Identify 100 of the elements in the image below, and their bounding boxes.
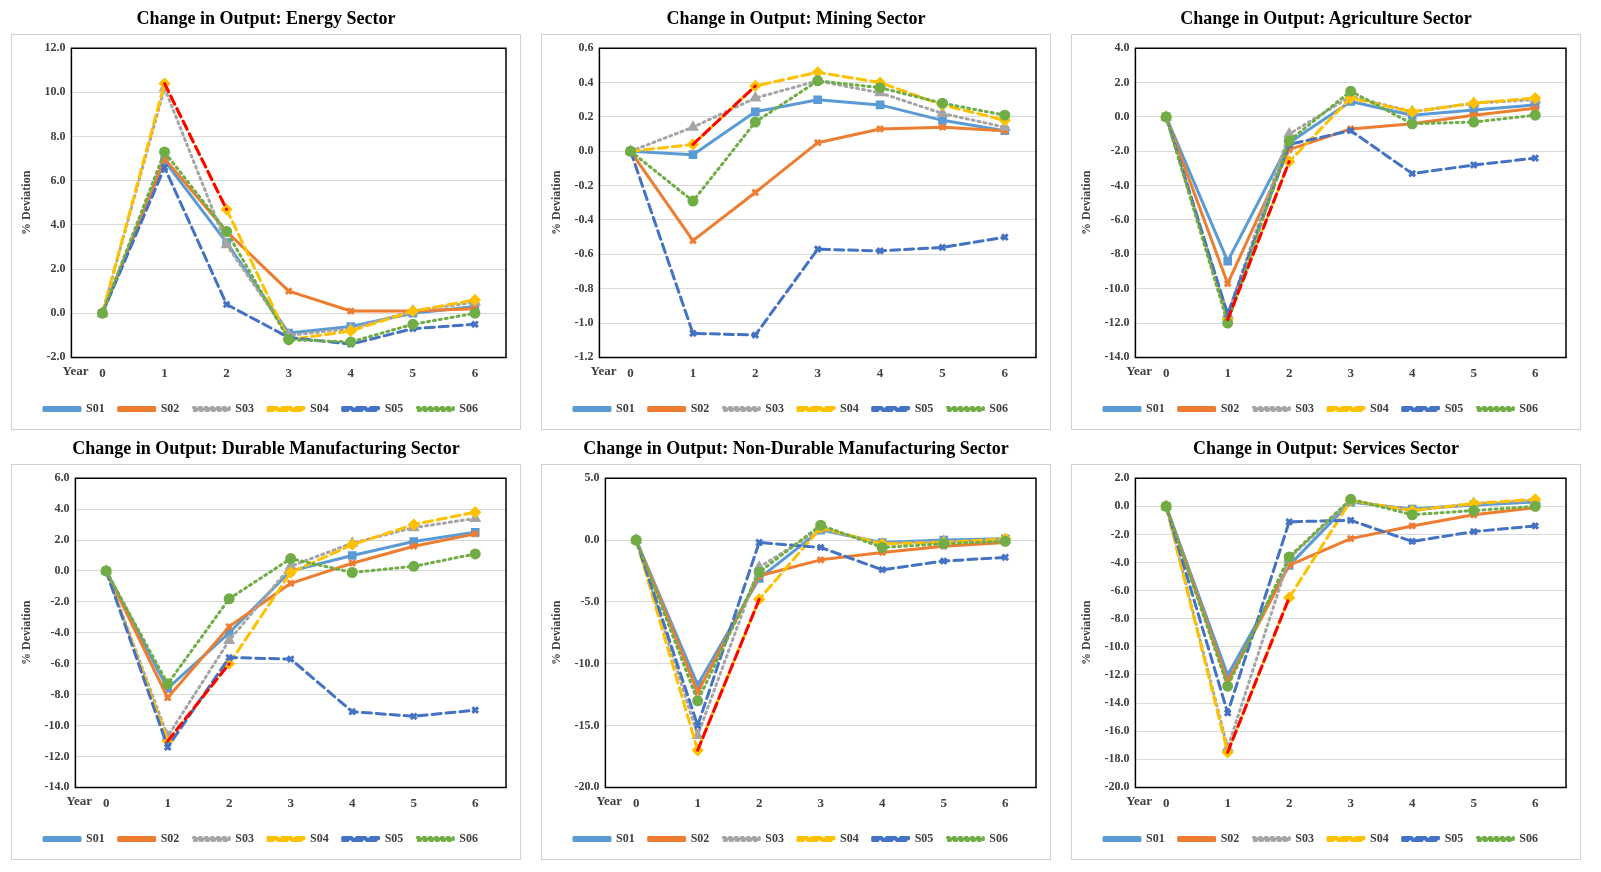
y-axis-title: % Deviation <box>19 600 34 665</box>
x-tick-label: 3 <box>1347 794 1355 810</box>
x-axis-title: Year <box>62 363 89 379</box>
x-tick-label: 3 <box>285 364 293 380</box>
x-axis-title: Year <box>1126 363 1153 379</box>
y-tick-label: -6.0 <box>1110 212 1130 227</box>
legend-label: S02 <box>1220 401 1240 416</box>
x-tick-label: 6 <box>1001 794 1009 810</box>
y-axis-title: % Deviation <box>549 170 564 235</box>
y-tick-label: 2.0 <box>54 532 70 547</box>
y-tick-label: -0.2 <box>574 177 594 192</box>
legend-label: S06 <box>989 831 1009 846</box>
legend-label: S03 <box>235 401 255 416</box>
x-tick-label: 0 <box>1162 794 1170 810</box>
y-axis-title: % Deviation <box>1079 600 1094 665</box>
legend-label: S03 <box>765 831 785 846</box>
legend-label: S05 <box>1444 831 1464 846</box>
legend-label: S04 <box>310 831 329 846</box>
legend-label: S03 <box>235 831 255 846</box>
x-tick-label: 3 <box>287 794 295 810</box>
y-tick-label: -8.0 <box>1110 246 1130 261</box>
x-tick-label: 2 <box>755 794 763 810</box>
y-tick-label: -2.0 <box>1110 526 1130 541</box>
x-tick-label: 0 <box>632 794 640 810</box>
x-tick-label: 6 <box>471 364 479 380</box>
legend-label: S06 <box>459 831 479 846</box>
legend-label: S01 <box>85 831 105 846</box>
legend-label: S05 <box>914 831 934 846</box>
x-tick-label: 0 <box>102 794 110 810</box>
x-tick-label: 6 <box>1531 794 1539 810</box>
legend-label: S05 <box>384 401 404 416</box>
chart-title: Change in Output: Mining Sector <box>666 8 926 30</box>
legend-label: S04 <box>840 831 859 846</box>
x-tick-label: 1 <box>1224 794 1231 810</box>
y-tick-label: 0.0 <box>584 532 600 547</box>
y-tick-label: 2.0 <box>1114 74 1130 89</box>
legend-label: S01 <box>1145 831 1165 846</box>
y-tick-label: -8.0 <box>1110 610 1130 625</box>
y-tick-label: 8.0 <box>50 128 66 143</box>
y-tick-label: 0.0 <box>54 563 70 578</box>
x-tick-label: 2 <box>1285 794 1293 810</box>
y-tick-label: 0.0 <box>578 143 594 158</box>
y-tick-label: -14.0 <box>1104 349 1130 364</box>
y-tick-label: -5.0 <box>580 593 600 608</box>
legend-label: S01 <box>615 831 635 846</box>
legend-label: S02 <box>690 831 710 846</box>
x-tick-label: 5 <box>410 794 418 810</box>
x-tick-label: 1 <box>694 794 701 810</box>
x-tick-label: 4 <box>876 364 884 380</box>
legend-label: S02 <box>690 401 710 416</box>
legend-label: S01 <box>1145 401 1165 416</box>
y-tick-label: 12.0 <box>44 40 66 55</box>
x-axis-title: Year <box>66 793 93 809</box>
legend-label: S01 <box>85 401 105 416</box>
x-tick-label: 5 <box>940 794 948 810</box>
y-tick-label: -0.4 <box>574 212 594 227</box>
x-tick-label: 1 <box>1224 364 1231 380</box>
y-tick-label: 2.0 <box>50 261 66 276</box>
y-tick-label: 4.0 <box>1114 40 1130 55</box>
y-tick-label: 4.0 <box>54 501 70 516</box>
x-tick-label: 4 <box>1408 794 1416 810</box>
chart-title: Change in Output: Durable Manufacturing Sector <box>72 438 460 460</box>
y-tick-label: 2.0 <box>1114 470 1130 485</box>
legend-label: S06 <box>989 401 1009 416</box>
x-axis-title: Year <box>1126 793 1153 809</box>
y-tick-label: -2.0 <box>46 349 66 364</box>
x-tick-label: 3 <box>1347 364 1355 380</box>
chart-title: Change in Output: Services Sector <box>1193 438 1459 460</box>
x-axis-title: Year <box>590 363 617 379</box>
y-tick-label: -10.0 <box>44 717 70 732</box>
y-tick-label: 4.0 <box>50 216 66 231</box>
chart-title: Change in Output: Agriculture Sector <box>1180 8 1472 30</box>
legend-label: S02 <box>160 401 180 416</box>
x-tick-label: 3 <box>814 364 822 380</box>
x-tick-label: 0 <box>99 364 106 380</box>
x-tick-label: 1 <box>689 364 697 380</box>
x-tick-label: 1 <box>161 364 168 380</box>
x-tick-label: 5 <box>939 364 947 380</box>
y-tick-label: -4.0 <box>1110 177 1130 192</box>
x-tick-label: 1 <box>164 794 171 810</box>
y-tick-label: 6.0 <box>54 470 70 485</box>
y-tick-label: -16.0 <box>1104 723 1130 738</box>
x-tick-label: 5 <box>1470 364 1478 380</box>
y-tick-label: -20.0 <box>1104 779 1130 794</box>
y-tick-label: -12.0 <box>1104 667 1130 682</box>
y-tick-label: 0.0 <box>1114 109 1130 123</box>
x-tick-label: 4 <box>878 794 886 810</box>
legend-label: S02 <box>1220 831 1240 846</box>
legend-label: S05 <box>384 831 404 846</box>
x-tick-label: 4 <box>347 364 355 380</box>
y-tick-label: -1.0 <box>574 315 594 330</box>
x-tick-label: 0 <box>627 364 634 380</box>
y-tick-label: -14.0 <box>44 779 70 794</box>
x-tick-label: 5 <box>1470 794 1478 810</box>
y-tick-label: -6.0 <box>50 655 70 670</box>
y-tick-label: -10.0 <box>1104 280 1130 295</box>
x-tick-label: 3 <box>817 794 825 810</box>
y-tick-label: 6.0 <box>50 172 66 187</box>
x-tick-label: 2 <box>752 364 759 380</box>
legend-label: S06 <box>459 401 479 416</box>
